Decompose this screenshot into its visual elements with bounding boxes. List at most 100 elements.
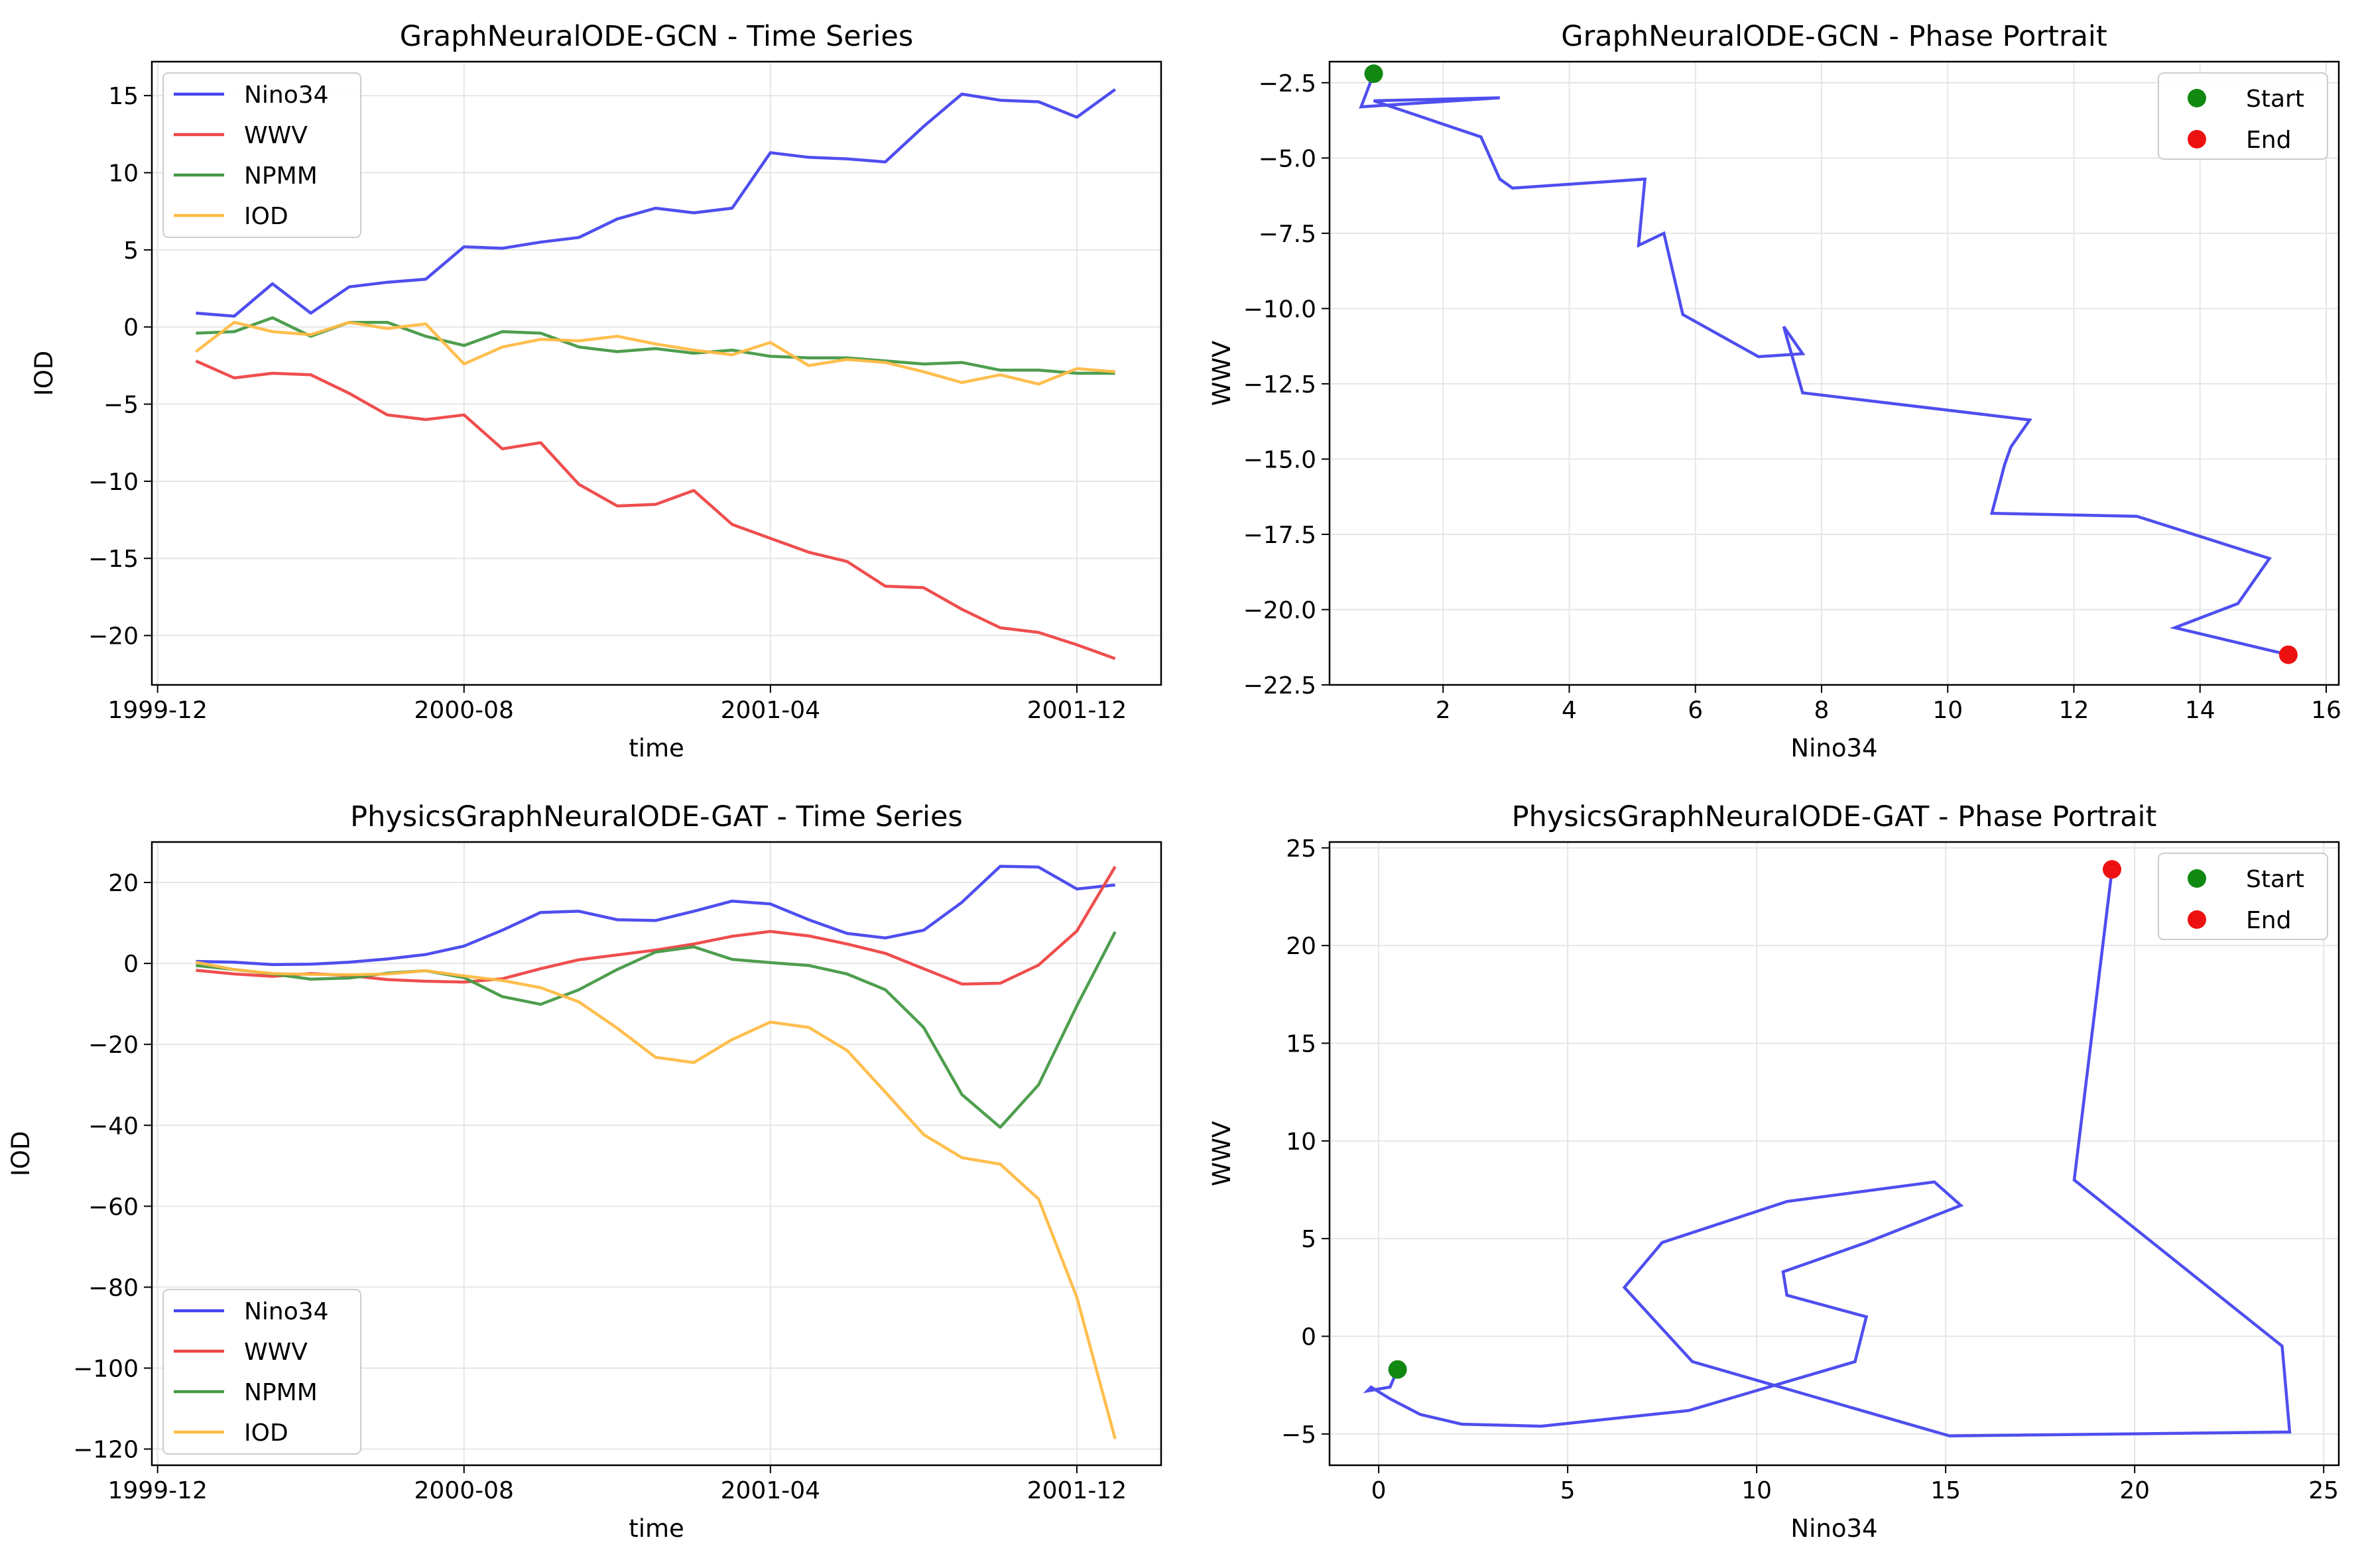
x-axis-label: Nino34 — [1790, 734, 1877, 762]
y-tick-label: −7.5 — [1259, 221, 1316, 248]
x-tick-label: 2001-04 — [721, 1477, 820, 1504]
legend-label-npmm: NPMM — [244, 162, 318, 190]
x-tick-label: 10 — [1741, 1477, 1772, 1504]
axes-frame — [1328, 841, 2340, 1467]
x-tick-label: 1999-12 — [107, 697, 207, 724]
axes-frame — [151, 60, 1162, 686]
y-tick-label: 15 — [1286, 1031, 1316, 1058]
legend-label-npmm: NPMM — [244, 1379, 318, 1406]
x-axis-label: time — [629, 1514, 684, 1543]
legend-label-start: Start — [2246, 86, 2304, 113]
x-tick-label: 1999-12 — [107, 1477, 207, 1504]
legend-label-nino34: Nino34 — [244, 1298, 329, 1325]
plot-data — [195, 88, 1117, 660]
series-line-nino34 — [196, 865, 1115, 967]
end-marker — [2102, 860, 2121, 879]
x-tick-label: 12 — [2059, 697, 2089, 724]
legend-label-iod: IOD — [244, 1419, 288, 1447]
y-tick-label: −10 — [88, 469, 139, 496]
series-line-iod — [195, 320, 1115, 386]
legend-label-end: End — [2246, 127, 2291, 154]
phase-trajectory — [1359, 73, 2289, 656]
y-tick-label: 0 — [123, 951, 139, 978]
legend-label-end: End — [2246, 907, 2291, 934]
y-tick-label: −20 — [88, 623, 139, 650]
gcn_phase-panel: 2 4 6 8 10 12 14 16 −2.5 −5.0 −7.5 −10.0 −12.5 −15.0 −… — [1208, 20, 2341, 762]
series-line-npmm — [196, 931, 1117, 1129]
x-tick-label: 5 — [1560, 1477, 1576, 1504]
y-tick-label: −5 — [103, 392, 139, 419]
legend: Start End — [2158, 853, 2328, 940]
legend-marker-end — [2188, 130, 2206, 149]
legend-marker-start — [2188, 869, 2206, 888]
y-tick-label: −2.5 — [1259, 70, 1316, 97]
y-tick-label: −40 — [88, 1113, 139, 1140]
legend-label-start: Start — [2246, 866, 2304, 893]
y-axis-label: WWV — [1208, 1121, 1236, 1186]
chart-title: GraphNeuralODE-GCN - Time Series — [400, 20, 913, 53]
y-tick-label: −15.0 — [1243, 446, 1316, 473]
y-tick-label: 10 — [1286, 1128, 1316, 1156]
plot-data — [195, 865, 1117, 1439]
x-tick-label: 8 — [1814, 697, 1830, 724]
y-tick-label: 20 — [108, 870, 139, 897]
y-tick-label: −17.5 — [1243, 522, 1316, 549]
y-tick-label: 5 — [1301, 1226, 1316, 1253]
series-line-wwv — [196, 866, 1117, 986]
plot-data — [1363, 860, 2292, 1438]
y-tick-label: 15 — [108, 83, 139, 110]
x-tick-label: 2000-08 — [414, 697, 514, 724]
legend-marker-start — [2188, 89, 2206, 107]
y-axis-label: WWV — [1208, 341, 1236, 406]
legend-label-wwv: WWV — [244, 1339, 308, 1366]
gat_phase-panel: 0 5 10 15 20 25 25 20 15 10 5 0 −5 PhysicsGraphNeural… — [1208, 800, 2340, 1543]
y-tick-label: −60 — [88, 1193, 139, 1221]
y-tick-label: −120 — [73, 1437, 139, 1464]
x-tick-label: 20 — [2119, 1477, 2150, 1504]
x-tick-label: 16 — [2311, 697, 2341, 724]
axes-frame — [1328, 60, 2340, 686]
y-tick-label: −10.0 — [1243, 296, 1316, 323]
x-tick-label: 2001-12 — [1027, 697, 1127, 724]
y-tick-label: 0 — [1301, 1324, 1316, 1351]
y-tick-label: −15 — [88, 546, 139, 573]
chart-title: PhysicsGraphNeuralODE-GAT - Time Series — [350, 800, 963, 833]
plot-data — [1359, 64, 2298, 664]
legend-label-wwv: WWV — [244, 122, 308, 149]
y-tick-label: 10 — [108, 160, 139, 188]
x-tick-label: 4 — [1562, 697, 1577, 724]
x-tick-label: 0 — [1371, 1477, 1387, 1504]
gat_ts-panel: 1999-12 2000-08 2001-04 2001-12 20 0 −20 −40 −60… — [7, 800, 1162, 1543]
x-axis-label: Nino34 — [1790, 1514, 1877, 1543]
y-tick-label: 0 — [123, 314, 139, 341]
start-marker — [1388, 1360, 1407, 1379]
y-tick-label: −5.0 — [1259, 145, 1316, 172]
y-tick-label: −22.5 — [1243, 672, 1316, 699]
series-line-nino34 — [196, 88, 1117, 318]
y-tick-label: −12.5 — [1243, 371, 1316, 398]
x-tick-label: 2 — [1436, 697, 1451, 724]
legend-box — [162, 72, 361, 238]
x-tick-label: 14 — [2185, 697, 2215, 724]
y-tick-label: 20 — [1286, 933, 1316, 960]
series-line-iod — [195, 961, 1117, 1439]
y-tick-label: −20.0 — [1243, 597, 1316, 624]
phase-trajectory — [1363, 869, 2292, 1438]
y-tick-label: −20 — [88, 1032, 139, 1059]
legend-marker-end — [2188, 910, 2206, 929]
x-tick-label: 2001-04 — [721, 697, 820, 724]
legend: Start End — [2158, 72, 2328, 160]
y-tick-label: −5 — [1281, 1421, 1316, 1449]
y-tick-label: −100 — [73, 1356, 139, 1383]
legend-box — [162, 1289, 361, 1455]
legend: Nino34 WWV NPMM IOD — [162, 72, 361, 238]
y-axis-label: IOD — [7, 1131, 35, 1177]
x-tick-label: 2000-08 — [414, 1477, 514, 1504]
legend: Nino34 WWV NPMM IOD — [162, 1289, 361, 1455]
x-tick-label: 10 — [1932, 697, 1963, 724]
start-marker — [1364, 64, 1383, 84]
axes-frame — [151, 841, 1162, 1467]
y-tick-label: −80 — [88, 1274, 139, 1301]
x-axis-label: time — [629, 734, 684, 762]
